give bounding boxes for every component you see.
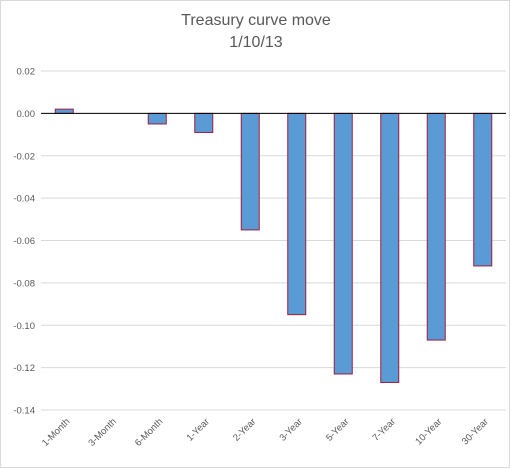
x-tick-label: 2-Year (231, 416, 258, 443)
x-tick-label: 5-Year (324, 416, 351, 443)
x-tick-label: 6-Month (133, 416, 165, 448)
bar (147, 112, 167, 125)
x-tick-label: 30-Year (460, 416, 491, 447)
y-tick-label: -0.14 (13, 406, 35, 417)
y-tick-label: -0.10 (13, 321, 35, 332)
y-tick-label: -0.12 (13, 363, 35, 374)
bar (240, 112, 260, 231)
x-tick-label: 3-Month (86, 416, 118, 448)
bar (333, 112, 353, 375)
bar (380, 112, 400, 383)
x-tick-label: 1-Year (185, 416, 212, 443)
x-tick-label: 7-Year (371, 416, 398, 443)
bar (426, 112, 446, 341)
x-tick-label: 1-Month (40, 416, 72, 448)
y-tick-label: -0.06 (13, 236, 35, 247)
y-tick-label: -0.02 (13, 151, 35, 162)
bar (473, 112, 493, 267)
y-tick-label: -0.04 (13, 194, 35, 205)
bar (194, 112, 214, 133)
chart-title: Treasury curve move (181, 12, 331, 29)
y-tick-label: 0.02 (17, 67, 36, 78)
bar (287, 112, 307, 316)
bar (54, 108, 74, 114)
x-tick-label: 10-Year (413, 416, 444, 447)
y-tick-label: 0.00 (17, 109, 36, 120)
chart-subtitle: 1/10/13 (229, 34, 283, 51)
y-tick-label: -0.08 (13, 278, 35, 289)
x-tick-label: 3-Year (278, 416, 305, 443)
